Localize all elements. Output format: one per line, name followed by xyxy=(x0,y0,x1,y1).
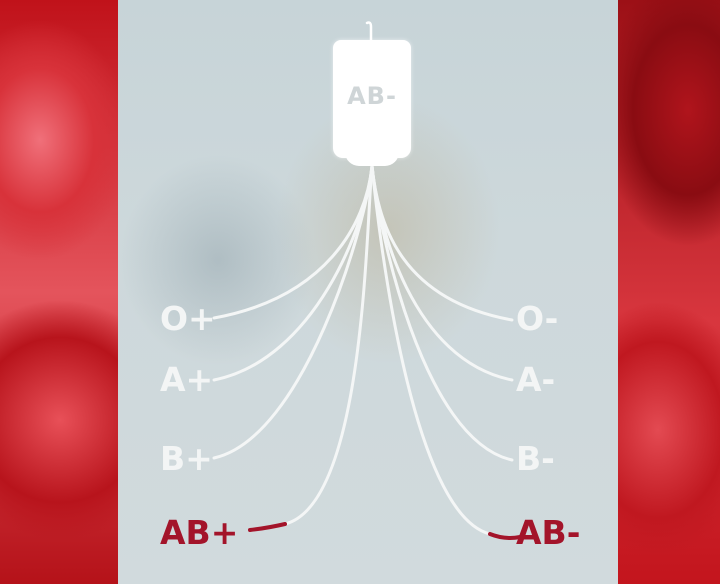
line-to-B+ xyxy=(212,164,374,460)
line-to-AB- xyxy=(370,164,492,536)
blood-bag-label: AB- xyxy=(347,82,397,110)
line-tip-AB- xyxy=(488,532,522,540)
left-label-ab-positive: AB+ xyxy=(160,513,239,552)
right-label-a-negative: A- xyxy=(516,360,556,399)
left-label-a-positive: A+ xyxy=(160,360,214,399)
right-label-b-negative: B- xyxy=(516,439,555,478)
right-label-o-negative: O- xyxy=(516,299,559,338)
line-to-AB+ xyxy=(283,164,374,526)
line-to-A+ xyxy=(212,164,374,382)
blood-cells-background-left xyxy=(0,0,118,584)
right-label-ab-negative: AB- xyxy=(516,513,581,552)
blood-cells-background-right xyxy=(618,0,720,584)
blood-bag-icon xyxy=(333,40,411,158)
left-label-o-positive: O+ xyxy=(160,299,216,338)
blood-bag-neck xyxy=(345,152,399,166)
line-to-O+ xyxy=(212,164,374,320)
bag-hook-icon xyxy=(365,21,373,41)
line-to-O- xyxy=(370,164,514,322)
left-label-b-positive: B+ xyxy=(160,439,213,478)
line-tip-AB+ xyxy=(248,522,287,532)
